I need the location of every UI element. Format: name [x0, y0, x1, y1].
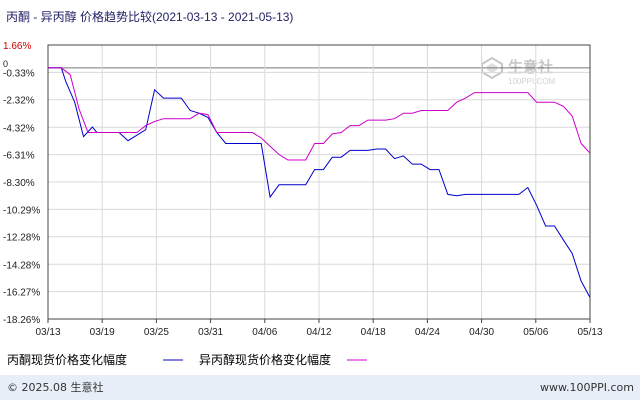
- chart-title-range: (2021-03-13 - 2021-05-13): [152, 10, 293, 24]
- x-tick-label: 03/19: [90, 327, 115, 338]
- x-tick-label: 04/18: [361, 327, 386, 338]
- x-tick-label: 03/13: [35, 327, 60, 338]
- y-tick-label: -8.30%: [3, 178, 35, 189]
- y-tick-label: -6.31%: [3, 151, 35, 162]
- axis-layer: 1.66% -0.33% -2.32% -4.32% -6.31% -8.30% -10.2…: [3, 41, 603, 338]
- zero-label: 0: [3, 59, 8, 69]
- x-tick-label: 04/12: [306, 327, 331, 338]
- footer-copyright: © 2025.08 生意社: [7, 380, 103, 394]
- series-line-ipa: [48, 67, 591, 161]
- y-tick-label: -12.28%: [3, 233, 40, 244]
- y-tick-label: -14.28%: [3, 260, 40, 271]
- legend: 丙酮现货价格变化幅度 异丙醇现货价格变化幅度: [7, 352, 367, 367]
- x-tick-label: 04/30: [469, 327, 494, 338]
- series-layer: [48, 67, 591, 298]
- y-tick-label: -16.27%: [3, 288, 40, 299]
- footer-site[interactable]: www.100PPI.com: [540, 381, 634, 394]
- x-tick-label: 05/06: [523, 327, 548, 338]
- x-tick-label: 03/25: [144, 327, 169, 338]
- watermark-url: 100PPI.COM: [508, 77, 555, 86]
- y-tick-label: 1.66%: [3, 41, 31, 52]
- x-tick-label: 03/31: [198, 327, 223, 338]
- y-tick-label: -0.33%: [3, 68, 35, 79]
- chart-title-main: 丙酮 - 异丙醇 价格趋势比较: [6, 9, 152, 24]
- grid-layer: [47, 44, 591, 320]
- x-tick-label: 04/06: [252, 327, 277, 338]
- watermark-brand: 生意社: [508, 58, 553, 76]
- y-tick-label: -4.32%: [3, 123, 35, 134]
- plot-frame: [47, 44, 591, 320]
- legend-label-ipa: 异丙醇现货价格变化幅度: [199, 352, 331, 367]
- y-tick-label: -10.29%: [3, 205, 40, 216]
- y-tick-label: -18.26%: [3, 315, 40, 326]
- footer-bar: [0, 375, 640, 400]
- series-line-acetone: [48, 67, 591, 298]
- x-tick-label: 04/24: [415, 327, 440, 338]
- y-tick-label: -2.32%: [3, 96, 35, 107]
- chart-title: 丙酮 - 异丙醇 价格趋势比较(2021-03-13 - 2021-05-13): [6, 9, 293, 24]
- x-tick-label: 05/13: [577, 327, 602, 338]
- legend-label-acetone: 丙酮现货价格变化幅度: [7, 352, 127, 367]
